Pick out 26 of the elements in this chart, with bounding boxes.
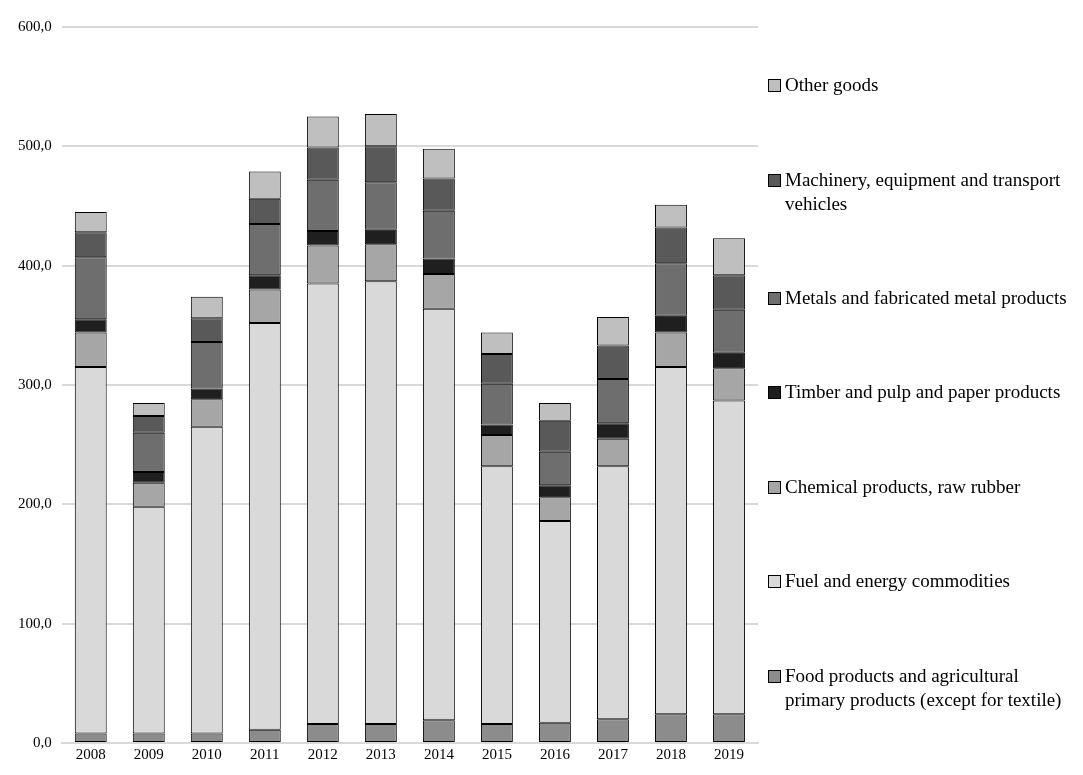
x-tick-label: 2009 bbox=[133, 745, 164, 762]
x-tick-label: 2011 bbox=[250, 745, 280, 762]
legend-label: Metals and fabricated metal products bbox=[785, 286, 1067, 311]
legend-label: Fuel and energy commodities bbox=[785, 569, 1010, 594]
x-tick-label: 2010 bbox=[191, 745, 222, 762]
y-tick-label: 600,0 bbox=[18, 17, 52, 34]
y-tick-label: 500,0 bbox=[18, 137, 52, 154]
y-tick-label: 400,0 bbox=[18, 256, 52, 273]
x-tick-label: 2008 bbox=[75, 745, 106, 762]
y-tick-label: 300,0 bbox=[18, 375, 52, 392]
x-tick-label: 2015 bbox=[481, 745, 512, 762]
y-tick-label: 100,0 bbox=[18, 614, 52, 631]
y-tick-label: 200,0 bbox=[18, 495, 52, 512]
x-tick-label: 2019 bbox=[713, 745, 744, 762]
x-tick-label: 2014 bbox=[423, 745, 455, 762]
y-tick-label: 0,0 bbox=[33, 733, 52, 750]
legend-label: Timber and pulp and paper products bbox=[785, 380, 1061, 405]
legend-label: Machinery, equipment and transport vehicles bbox=[785, 167, 1062, 216]
x-tick-label: 2013 bbox=[365, 745, 396, 762]
legend-label: Other goods bbox=[785, 73, 879, 98]
legend-label: Food products and agricultural primary products (except for textile) bbox=[785, 663, 1063, 712]
x-tick-label: 2018 bbox=[655, 745, 686, 762]
x-tick-label: 2017 bbox=[597, 745, 629, 762]
legend-label: Chemical products, raw rubber bbox=[785, 474, 1021, 499]
x-tick-label: 2016 bbox=[539, 745, 571, 762]
x-tick-label: 2012 bbox=[307, 745, 338, 762]
